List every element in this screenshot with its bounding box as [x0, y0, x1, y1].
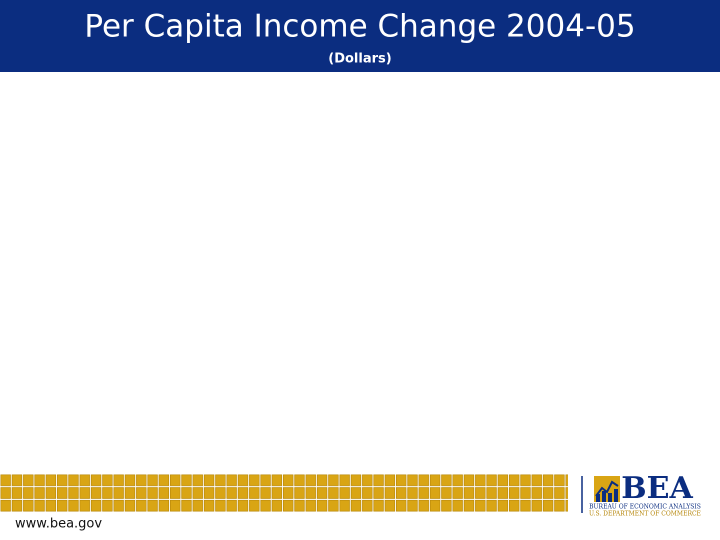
logo-icon-line: [595, 480, 619, 497]
logo-line2: U.S. DEPARTMENT OF COMMERCE: [589, 511, 701, 518]
logo-icon-bar: [602, 491, 606, 502]
logo-line1: BUREAU OF ECONOMIC ANALYSIS: [589, 504, 701, 511]
logo-icon-bar: [614, 489, 618, 502]
subtitle: (Dollars): [328, 52, 391, 67]
footer-url: www.bea.gov: [15, 517, 102, 532]
title: Per Capita Income Change 2004-05: [84, 9, 635, 45]
logo-icon-bar: [596, 494, 600, 502]
logo-icon-bar: [608, 493, 612, 502]
header-band: [0, 0, 720, 72]
logo-name: BEA: [621, 471, 693, 506]
logo: BEA BUREAU OF ECONOMIC ANALYSIS U.S. DEP…: [581, 471, 701, 518]
footer-grid: [0, 474, 568, 512]
